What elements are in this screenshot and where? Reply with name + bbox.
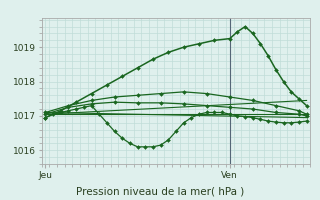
- Text: Pression niveau de la mer( hPa ): Pression niveau de la mer( hPa ): [76, 186, 244, 196]
